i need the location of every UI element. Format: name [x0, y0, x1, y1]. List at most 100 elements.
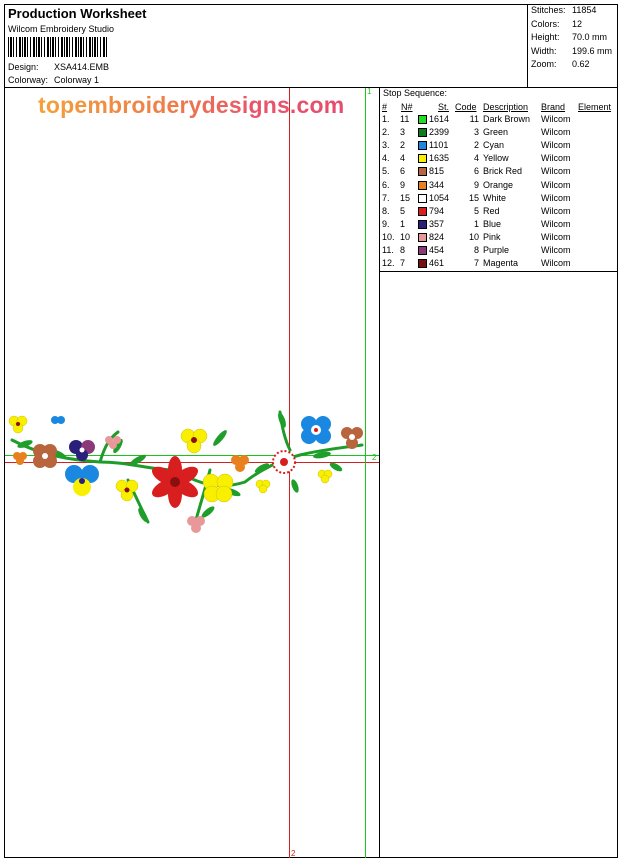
- row-needle: 1: [400, 218, 406, 229]
- row-stitches: 461: [429, 258, 445, 269]
- row-stitches: 2399: [429, 127, 450, 138]
- row-number: 7.: [382, 192, 390, 203]
- col-header-description: Description: [483, 102, 529, 112]
- row-description: Yellow: [483, 153, 509, 164]
- stop-sequence-title: Stop Sequence:: [383, 88, 448, 98]
- col-header-number: #: [382, 102, 388, 112]
- row-description: Orange: [483, 179, 514, 190]
- table-row: 11. 8 454 8 Purple Wilcom: [0, 245, 620, 258]
- floral-vine-design: [8, 410, 364, 533]
- row-stitches: 1054: [429, 192, 450, 203]
- row-number: 4.: [382, 153, 390, 164]
- col-header-brand: Brand: [541, 102, 566, 112]
- stat-label: Width:: [531, 45, 557, 56]
- start-guide-horizontal: [5, 455, 379, 456]
- table-row: 12. 7 461 7 Magenta Wilcom: [0, 258, 620, 271]
- row-brand: Wilcom: [541, 153, 571, 164]
- row-needle: 9: [400, 179, 406, 190]
- color-swatch: [418, 167, 427, 177]
- col-header-needle: N#: [401, 102, 413, 112]
- row-brand: Wilcom: [541, 140, 571, 151]
- color-swatch: [418, 115, 427, 124]
- row-brand: Wilcom: [541, 258, 571, 269]
- row-description: Blue: [483, 218, 502, 229]
- row-stitches: 1101: [429, 140, 449, 151]
- table-row: 8. 5 794 5 Red Wilcom: [0, 206, 620, 219]
- software-name: Wilcom Embroidery Studio: [8, 24, 115, 34]
- row-stitches: 454: [429, 245, 445, 255]
- row-stitches: 794: [429, 205, 445, 216]
- row-description: Magenta: [483, 258, 519, 269]
- row-code: 6: [473, 166, 479, 177]
- red-guide-label-bottom: 2: [291, 849, 296, 858]
- color-swatch: [418, 141, 427, 151]
- color-swatch: [418, 219, 427, 229]
- design-value: XSA414.EMB: [54, 62, 110, 72]
- stat-value: 199.6 mm: [572, 45, 613, 56]
- row-brand: Wilcom: [541, 127, 571, 138]
- row-number: 10.: [382, 231, 395, 242]
- table-row: 7. 15 1054 15 White Wilcom: [0, 193, 620, 206]
- color-swatch: [418, 232, 427, 242]
- row-code: 3: [473, 127, 479, 138]
- row-needle: 5: [400, 205, 406, 216]
- stat-value: 0.62: [572, 59, 590, 69]
- table-row: 6. 9 344 9 Orange Wilcom: [0, 180, 620, 193]
- row-brand: Wilcom: [541, 114, 571, 124]
- row-description: Red: [483, 205, 500, 216]
- colorway-label: Colorway:: [8, 75, 49, 85]
- row-brand: Wilcom: [541, 231, 571, 242]
- start-guide-vertical: [365, 88, 366, 858]
- row-needle: 11: [400, 114, 410, 124]
- embroidery-design-preview: [8, 410, 364, 533]
- row-needle: 4: [400, 153, 406, 164]
- row-needle: 8: [400, 245, 406, 255]
- row-description: White: [483, 192, 507, 203]
- row-number: 5.: [382, 166, 390, 177]
- stat-label: Stitches:: [531, 5, 566, 15]
- row-brand: Wilcom: [541, 245, 571, 255]
- row-description: Brick Red: [483, 166, 523, 177]
- row-code: 2: [473, 140, 479, 151]
- stat-value: 11854: [572, 5, 597, 15]
- row-stitches: 1614: [429, 114, 450, 124]
- watermark-text: topembroiderydesigns.com: [38, 92, 345, 118]
- stat-value: 12: [572, 18, 583, 29]
- row-code: 15: [468, 192, 479, 203]
- stat-value: 70.0 mm: [572, 32, 608, 42]
- stats-divider: [527, 4, 528, 87]
- table-row: 1. 11 1614 11 Dark Brown Wilcom: [0, 114, 620, 127]
- row-stitches: 357: [429, 218, 445, 229]
- table-row: 4. 4 1635 4 Yellow Wilcom: [0, 153, 620, 166]
- row-number: 11.: [382, 245, 394, 255]
- stat-label: Height:: [531, 32, 560, 42]
- row-number: 1.: [382, 114, 390, 124]
- row-number: 3.: [382, 140, 390, 151]
- row-number: 6.: [382, 179, 390, 190]
- row-number: 8.: [382, 205, 390, 216]
- table-row: 10. 10 824 10 Pink Wilcom: [0, 232, 620, 245]
- row-brand: Wilcom: [541, 218, 571, 229]
- design-label: Design:: [8, 62, 39, 72]
- color-swatch: [418, 259, 427, 269]
- color-swatch: [418, 193, 427, 203]
- row-code: 1: [473, 218, 479, 229]
- row-needle: 7: [400, 258, 406, 269]
- row-code: 7: [473, 258, 479, 269]
- row-description: Dark Brown: [483, 114, 531, 124]
- row-code: 5: [473, 205, 479, 216]
- col-header-stitches: St.: [438, 102, 450, 112]
- row-number: 2.: [382, 127, 390, 138]
- row-code: 8: [473, 245, 479, 255]
- color-swatch: [418, 206, 427, 216]
- row-number: 12.: [382, 258, 395, 269]
- header-divider: [4, 87, 618, 88]
- page-title: Production Worksheet: [8, 6, 147, 21]
- row-description: Purple: [483, 245, 510, 255]
- row-code: 11: [469, 114, 479, 124]
- color-swatch: [418, 246, 427, 255]
- row-needle: 15: [400, 192, 411, 203]
- row-brand: Wilcom: [541, 192, 571, 203]
- table-row: 3. 2 1101 2 Cyan Wilcom: [0, 140, 620, 153]
- row-brand: Wilcom: [541, 166, 571, 177]
